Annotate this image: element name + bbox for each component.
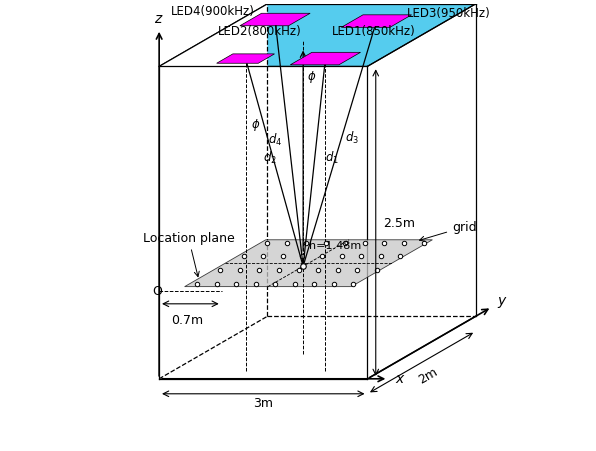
Text: $\phi$: $\phi$ [251, 117, 260, 133]
Text: z: z [154, 12, 161, 26]
Text: $d_3$: $d_3$ [345, 129, 359, 146]
Text: $d_2$: $d_2$ [263, 150, 277, 166]
Polygon shape [159, 67, 367, 379]
Text: 0.7m: 0.7m [171, 313, 203, 326]
Text: $\phi$: $\phi$ [307, 69, 316, 85]
Polygon shape [159, 5, 476, 67]
Text: $d_4$: $d_4$ [268, 132, 283, 147]
Text: grid: grid [420, 221, 477, 242]
Text: LED2(800kHz): LED2(800kHz) [218, 24, 302, 37]
Text: 2m: 2m [417, 364, 440, 386]
Text: h=1.48m: h=1.48m [309, 240, 361, 250]
Text: O: O [152, 285, 162, 298]
Text: LED1(850kHz): LED1(850kHz) [332, 24, 416, 37]
Polygon shape [159, 5, 268, 379]
Polygon shape [342, 16, 412, 28]
Text: Location plane: Location plane [142, 232, 234, 277]
Text: LED4(900kHz): LED4(900kHz) [171, 5, 254, 18]
Polygon shape [290, 53, 361, 66]
Polygon shape [185, 240, 433, 287]
Text: 3m: 3m [253, 396, 274, 410]
Polygon shape [216, 55, 275, 64]
Text: 2.5m: 2.5m [383, 216, 415, 230]
Polygon shape [240, 14, 310, 27]
Text: y: y [498, 294, 505, 308]
Text: LED3(950kHz): LED3(950kHz) [407, 6, 491, 19]
Text: x: x [395, 371, 403, 385]
Text: $d_1$: $d_1$ [325, 150, 339, 166]
